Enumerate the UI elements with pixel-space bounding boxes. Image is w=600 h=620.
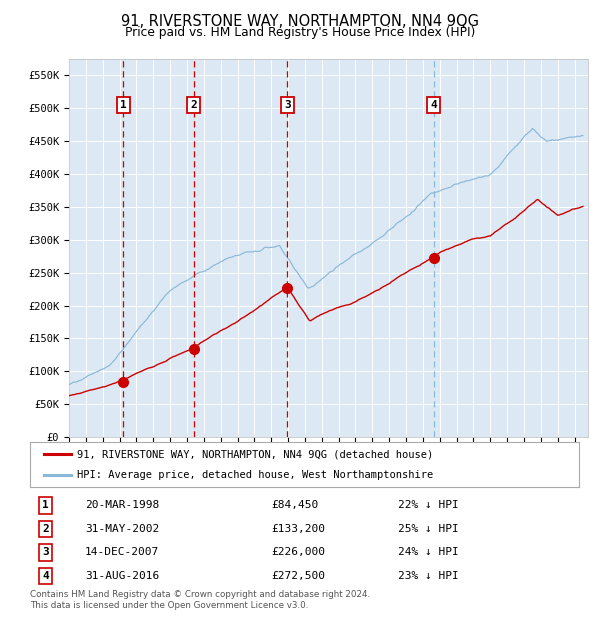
Text: 22% ↓ HPI: 22% ↓ HPI [398,500,458,510]
Text: £133,200: £133,200 [272,524,326,534]
Text: 1: 1 [42,500,49,510]
Text: 4: 4 [42,571,49,581]
Text: Price paid vs. HM Land Registry's House Price Index (HPI): Price paid vs. HM Land Registry's House … [125,26,475,39]
Text: 3: 3 [42,547,49,557]
Text: 3: 3 [284,100,290,110]
Text: 20-MAR-1998: 20-MAR-1998 [85,500,159,510]
Text: 24% ↓ HPI: 24% ↓ HPI [398,547,458,557]
Text: Contains HM Land Registry data © Crown copyright and database right 2024.
This d: Contains HM Land Registry data © Crown c… [30,590,370,609]
Text: 31-MAY-2002: 31-MAY-2002 [85,524,159,534]
Text: £84,450: £84,450 [272,500,319,510]
Text: 25% ↓ HPI: 25% ↓ HPI [398,524,458,534]
Text: 4: 4 [431,100,437,110]
Text: £226,000: £226,000 [272,547,326,557]
Text: HPI: Average price, detached house, West Northamptonshire: HPI: Average price, detached house, West… [77,469,433,480]
Text: 2: 2 [190,100,197,110]
Text: 1: 1 [120,100,127,110]
Text: £272,500: £272,500 [272,571,326,581]
Text: 31-AUG-2016: 31-AUG-2016 [85,571,159,581]
Text: 91, RIVERSTONE WAY, NORTHAMPTON, NN4 9QG (detached house): 91, RIVERSTONE WAY, NORTHAMPTON, NN4 9QG… [77,449,433,459]
Text: 14-DEC-2007: 14-DEC-2007 [85,547,159,557]
Text: 23% ↓ HPI: 23% ↓ HPI [398,571,458,581]
Text: 91, RIVERSTONE WAY, NORTHAMPTON, NN4 9QG: 91, RIVERSTONE WAY, NORTHAMPTON, NN4 9QG [121,14,479,29]
Text: 2: 2 [42,524,49,534]
